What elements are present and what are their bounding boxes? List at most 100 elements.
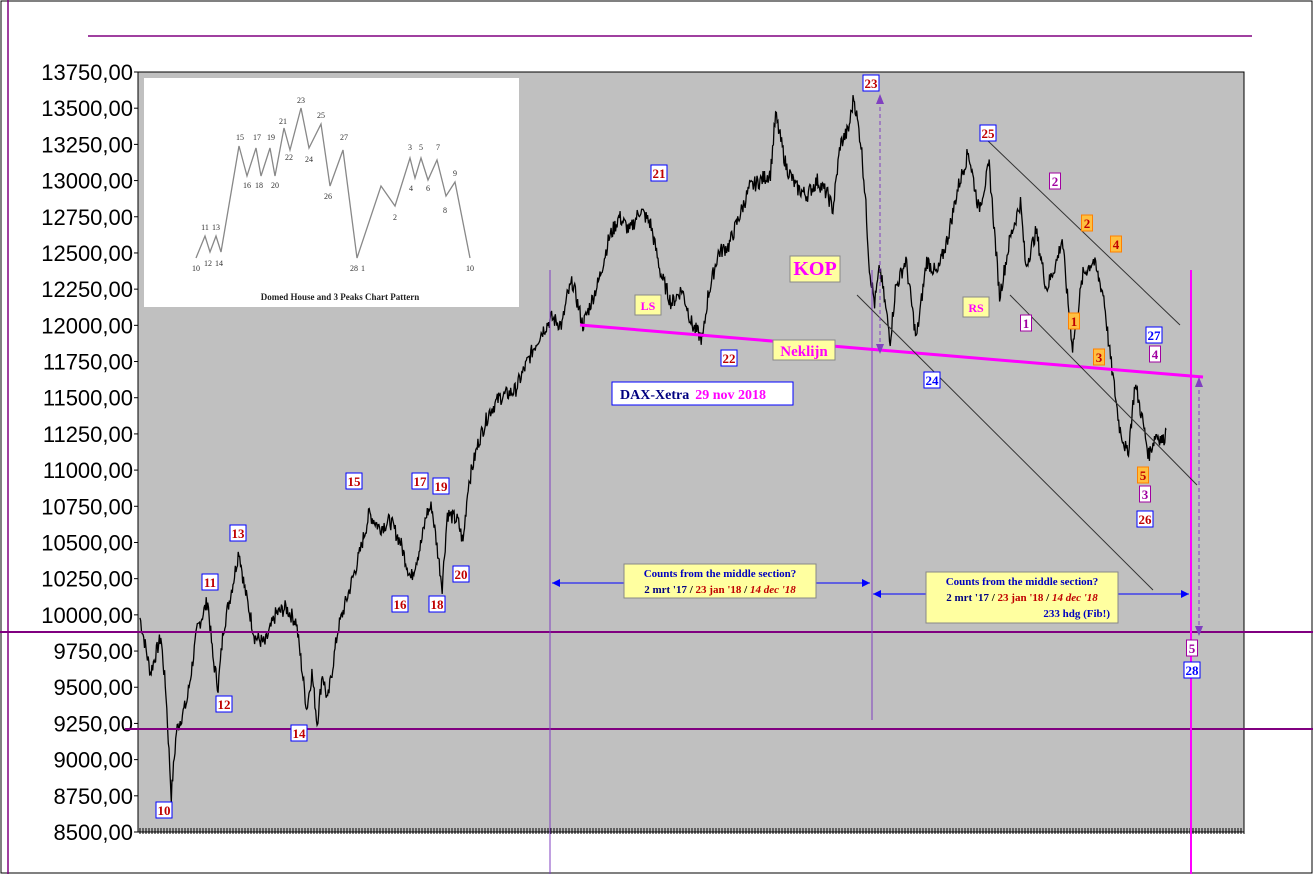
price-line	[139, 95, 1167, 803]
rs-label: RS	[968, 301, 984, 315]
inset-label: 14	[215, 259, 223, 268]
wave-label-box	[1020, 314, 1032, 332]
counts-box-1	[623, 563, 817, 599]
inset-label: 10	[466, 264, 474, 273]
wave-label: 14	[293, 726, 307, 741]
counts-box-1-a: 2 mrt '17	[644, 584, 687, 596]
wave-label: 18	[431, 597, 445, 612]
y-tick-label: 11750,00	[43, 350, 133, 375]
y-tick-label: 12750,00	[41, 205, 133, 230]
wave-label-box	[1183, 661, 1201, 679]
inset-label: 16	[243, 181, 251, 190]
y-tick-label: 10250,00	[41, 567, 133, 592]
wave-label: 5	[1189, 641, 1196, 656]
wave-label-box	[155, 801, 173, 819]
y-tick-label: 10750,00	[41, 494, 133, 519]
inset-label: 5	[419, 143, 423, 152]
inset-label: 27	[340, 133, 348, 142]
inset-label: 13	[212, 223, 220, 232]
inset-label: 8	[443, 206, 447, 215]
neklijn-label: Neklijn	[780, 344, 828, 360]
rs-box	[962, 296, 990, 318]
arrowhead-1a	[876, 94, 884, 104]
y-tick-label: 9000,00	[53, 748, 133, 773]
counts-box-2-line1: Counts from the middle section?	[946, 576, 1099, 588]
wave-label-box	[290, 724, 308, 742]
wave-label-box	[1068, 312, 1080, 330]
wave-label-box	[345, 472, 363, 490]
wave-label: 1	[1023, 316, 1030, 331]
inset-label: 2	[393, 213, 397, 222]
wave-label: 25	[982, 126, 996, 141]
wave-label-box	[201, 573, 219, 591]
wave-label: 22	[723, 351, 736, 366]
inset-label: 3	[408, 143, 412, 152]
counts-box-2-b: 23 jan '18	[998, 592, 1044, 604]
wave-label-box	[1149, 345, 1161, 363]
wave-label: 4	[1113, 237, 1120, 252]
y-tick-label: 9250,00	[53, 711, 133, 736]
y-tick-label: 8500,00	[53, 820, 133, 845]
counts-box-2-fib: 233 hdg (Fib!)	[1043, 608, 1110, 620]
y-tick-label: 11250,00	[43, 422, 133, 447]
wave-label: 16	[394, 597, 408, 612]
inset-label: 11	[201, 223, 209, 232]
inset-label: 24	[305, 155, 313, 164]
arrowhead-2b	[1195, 626, 1203, 636]
kop-box	[789, 255, 841, 283]
counts-box-2-a: 2 mrt '17	[946, 592, 989, 604]
wave-label-box	[1145, 326, 1163, 344]
neckline	[579, 323, 1204, 379]
channel-line-1	[986, 139, 1181, 326]
wave-label: 17	[414, 474, 428, 489]
y-tick-label: 12250,00	[41, 277, 133, 302]
wave-label: 19	[435, 479, 449, 494]
inset-label: 6	[426, 184, 430, 193]
wave-label-box	[215, 695, 233, 713]
y-tick-label: 13000,00	[41, 169, 133, 194]
counts-box-2	[925, 571, 1119, 624]
price-series	[139, 95, 1167, 803]
wave-label-box	[391, 595, 409, 613]
wave-label-box	[1049, 172, 1061, 190]
y-tick-label: 13250,00	[41, 132, 133, 157]
inset-caption: Domed House and 3 Peaks Chart Pattern	[261, 292, 420, 302]
wave-label: 15	[348, 474, 362, 489]
wave-label: 10	[158, 803, 171, 818]
wave-label: 20	[455, 567, 468, 582]
counts-box-1-line2: 2 mrt '17 / 23 jan '18 / 14 dec '18	[644, 584, 796, 596]
wave-label-box	[428, 595, 446, 613]
wave-label: 28	[1186, 663, 1200, 678]
inset-label: 7	[436, 143, 440, 152]
chart-title-date: 29 nov 2018	[695, 388, 766, 403]
title-box	[611, 381, 794, 406]
counts-box-1-line1: Counts from the middle section?	[644, 568, 797, 580]
wave-label-box	[862, 74, 880, 92]
wave-label-box	[452, 565, 470, 583]
inset-label: 21	[279, 117, 287, 126]
wave-label: 11	[204, 575, 216, 590]
ls-box	[634, 294, 662, 316]
wave-label: 26	[1139, 512, 1153, 527]
wave-label-box	[720, 349, 738, 367]
wave-label: 5	[1140, 468, 1147, 483]
count-arrow-1-left	[552, 579, 560, 587]
wave-labels: 1011121314151617181920212223242526272812…	[155, 74, 1201, 819]
neklijn-box	[772, 339, 836, 361]
counts-box-1-b: 23 jan '18	[696, 584, 742, 596]
inset-label: 15	[236, 133, 244, 142]
counts-box-2-line2: 2 mrt '17 / 23 jan '18 / 14 dec '18	[946, 592, 1098, 604]
wave-label: 24	[926, 373, 940, 388]
y-tick-label: 8750,00	[53, 784, 133, 809]
wave-label-box	[1186, 639, 1198, 657]
wave-label: 3	[1142, 487, 1149, 502]
x-axis	[139, 828, 1245, 834]
inset-label: 10	[192, 264, 200, 273]
y-axis: 13750,00 13500,00 13250,00 13000,00 12750,00…	[41, 60, 138, 845]
inset-label: 17	[253, 133, 261, 142]
inset-pattern-line	[195, 107, 471, 259]
